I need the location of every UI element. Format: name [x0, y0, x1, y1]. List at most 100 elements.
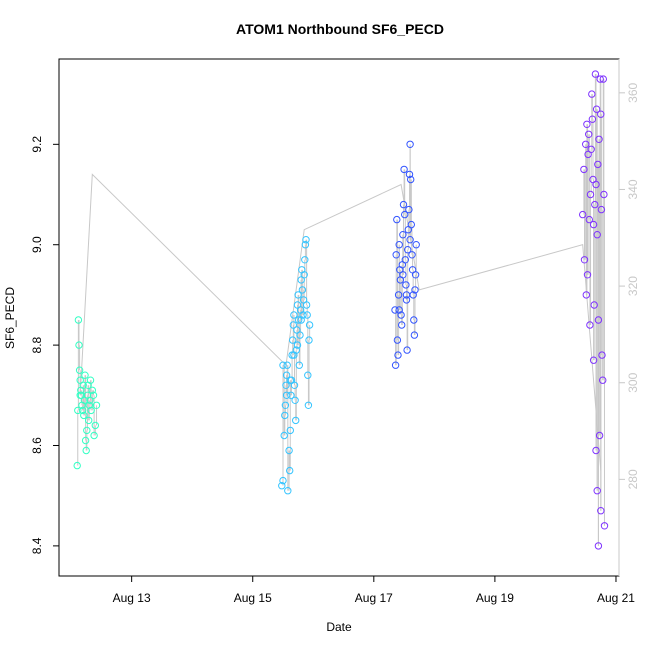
data-point: [595, 431, 604, 440]
data-point: [295, 316, 303, 324]
data-point: [593, 487, 601, 495]
data-point: [586, 321, 594, 329]
data-point: [283, 361, 291, 369]
connector-line: [79, 173, 602, 471]
data-point: [290, 351, 298, 359]
data-point: [588, 90, 596, 98]
y2-tick-label: 340: [626, 179, 640, 199]
data-point: [394, 351, 402, 359]
data-point: [404, 246, 412, 254]
data-point: [75, 366, 84, 374]
x-tick-label: Aug 17: [355, 591, 393, 605]
data-point: [594, 316, 603, 324]
data-point: [303, 311, 311, 319]
x-axis: Aug 13 Aug 15 Aug 17 Aug 19 Aug 21: [113, 576, 635, 605]
data-point: [591, 200, 599, 209]
data-point: [597, 507, 605, 515]
data-point: [594, 542, 603, 550]
data-point: [85, 401, 94, 409]
data-point: [582, 291, 590, 299]
data-point: [279, 476, 287, 485]
data-point: [293, 341, 302, 349]
y2-tick-label: 320: [626, 276, 640, 296]
data-point: [599, 75, 607, 83]
y-axis-label: SF6_PECD: [3, 287, 17, 349]
data-point: [588, 115, 597, 123]
data-point: [394, 291, 403, 299]
data-point: [586, 190, 595, 199]
y-tick-label: 8.4: [30, 537, 44, 554]
data-point: [407, 220, 415, 229]
connector-line-group: [79, 173, 602, 471]
data-point: [289, 336, 297, 344]
data-point: [397, 311, 405, 319]
data-point: [412, 241, 420, 249]
data-point: [391, 306, 399, 314]
data-point: [280, 431, 288, 440]
data-point: [583, 271, 592, 279]
y2-tick-label: 280: [626, 469, 640, 489]
data-point: [76, 391, 84, 399]
data-point: [597, 110, 605, 118]
data-point: [297, 316, 305, 324]
data-point: [285, 446, 293, 455]
data-point: [594, 160, 602, 169]
series-2: [391, 140, 420, 369]
points-group: [73, 70, 609, 550]
data-point: [597, 205, 606, 214]
data-point: [86, 396, 94, 404]
data-point: [286, 466, 294, 475]
data-point: [410, 331, 419, 339]
data-point: [587, 145, 595, 154]
data-point: [282, 381, 290, 389]
data-point: [406, 140, 414, 149]
data-point: [402, 296, 411, 304]
data-point: [403, 346, 411, 354]
x-tick-label: Aug 19: [476, 591, 514, 605]
y-tick-label: 9.2: [30, 136, 44, 153]
data-point: [290, 311, 298, 319]
data-point: [391, 361, 400, 369]
y-axis: 8.4 8.6 8.8 9.0 9.2: [30, 136, 59, 554]
data-point: [282, 371, 291, 379]
data-point: [302, 236, 310, 244]
data-point: [405, 205, 413, 214]
data-point: [592, 180, 600, 189]
data-point: [74, 316, 83, 324]
data-point: [401, 256, 409, 264]
data-point: [580, 165, 588, 174]
data-point: [600, 522, 609, 530]
data-point: [284, 487, 292, 495]
data-point: [290, 381, 299, 389]
data-point: [589, 220, 598, 229]
data-point: [599, 376, 607, 384]
x-axis-label: Date: [326, 620, 352, 634]
data-point: [401, 210, 409, 219]
data-point: [592, 105, 601, 113]
y-tick-label: 9.0: [30, 236, 44, 253]
data-point: [301, 241, 310, 249]
data-point: [79, 381, 87, 389]
data-point: [591, 70, 600, 78]
data-point: [595, 135, 603, 144]
data-point: [593, 231, 601, 239]
data-point: [281, 411, 289, 420]
series-3: [579, 70, 609, 550]
data-point: [74, 406, 82, 415]
data-point: [287, 391, 295, 399]
data-point: [291, 396, 299, 404]
data-point: [91, 421, 100, 430]
data-point: [286, 376, 294, 384]
data-point: [302, 301, 311, 309]
data-point: [600, 190, 608, 199]
data-point: [402, 291, 411, 299]
chart-title: ATOM1 Northbound SF6_PECD: [236, 21, 444, 37]
x-tick-label: Aug 15: [234, 591, 272, 605]
data-point: [80, 411, 88, 420]
data-point: [304, 401, 313, 409]
data-point: [580, 256, 589, 264]
data-point: [300, 271, 308, 279]
data-point: [411, 286, 419, 294]
data-point: [596, 75, 604, 83]
data-point: [286, 426, 294, 435]
